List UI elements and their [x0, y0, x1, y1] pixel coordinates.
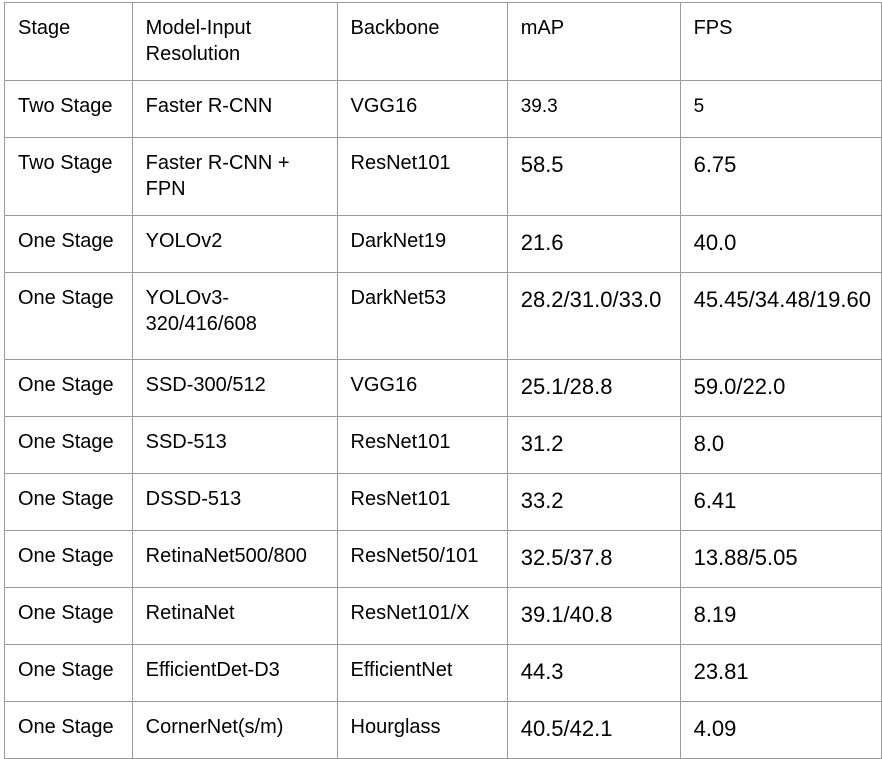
cell-stage: One Stage — [4, 530, 133, 588]
cell-fps: 59.0/22.0 — [679, 359, 882, 417]
table-row: One Stage RetinaNet500/800 ResNet50/101 … — [4, 530, 882, 588]
comparison-table-container: Stage Model-Input Resolution Backbone mA… — [4, 2, 882, 759]
cell-fps: 8.0 — [679, 416, 882, 474]
cell-fps: 6.41 — [679, 473, 882, 531]
table-row: One Stage DSSD-513 ResNet101 33.2 6.41 — [4, 473, 882, 531]
cell-backbone: ResNet101 — [336, 137, 508, 216]
header-map: mAP — [506, 2, 681, 81]
cell-backbone: ResNet50/101 — [336, 530, 508, 588]
cell-map: 39.3 — [506, 80, 681, 138]
cell-backbone: DarkNet19 — [336, 215, 508, 273]
table-row: One Stage SSD-300/512 VGG16 25.1/28.8 59… — [4, 359, 882, 417]
cell-stage: One Stage — [4, 701, 133, 759]
cell-fps: 5 — [679, 80, 882, 138]
header-stage: Stage — [4, 2, 133, 81]
cell-stage: One Stage — [4, 644, 133, 702]
cell-model: RetinaNet500/800 — [131, 530, 338, 588]
header-fps: FPS — [679, 2, 882, 81]
cell-fps: 40.0 — [679, 215, 882, 273]
cell-fps: 6.75 — [679, 137, 882, 216]
cell-fps: 23.81 — [679, 644, 882, 702]
cell-map: 44.3 — [506, 644, 681, 702]
cell-stage: Two Stage — [4, 80, 133, 138]
cell-model: EfficientDet-D3 — [131, 644, 338, 702]
cell-stage: One Stage — [4, 272, 133, 360]
cell-model: Faster R-CNN + FPN — [131, 137, 338, 216]
cell-backbone: EfficientNet — [336, 644, 508, 702]
cell-stage: One Stage — [4, 587, 133, 645]
cell-fps: 8.19 — [679, 587, 882, 645]
header-backbone: Backbone — [336, 2, 508, 81]
cell-stage: Two Stage — [4, 137, 133, 216]
cell-map: 31.2 — [506, 416, 681, 474]
cell-backbone: ResNet101 — [336, 473, 508, 531]
cell-stage: One Stage — [4, 473, 133, 531]
cell-fps: 4.09 — [679, 701, 882, 759]
cell-backbone: ResNet101/X — [336, 587, 508, 645]
cell-model: SSD-513 — [131, 416, 338, 474]
cell-map: 39.1/40.8 — [506, 587, 681, 645]
cell-map: 40.5/42.1 — [506, 701, 681, 759]
cell-map: 32.5/37.8 — [506, 530, 681, 588]
table-row: One Stage CornerNet(s/m) Hourglass 40.5/… — [4, 701, 882, 759]
cell-stage: One Stage — [4, 416, 133, 474]
cell-map: 33.2 — [506, 473, 681, 531]
cell-model: CornerNet(s/m) — [131, 701, 338, 759]
cell-backbone: VGG16 — [336, 359, 508, 417]
table-row: Two Stage Faster R-CNN VGG16 39.3 5 — [4, 80, 882, 138]
cell-fps: 13.88/5.05 — [679, 530, 882, 588]
table-row: One Stage RetinaNet ResNet101/X 39.1/40.… — [4, 587, 882, 645]
header-model-input-resolution: Model-Input Resolution — [131, 2, 338, 81]
cell-model: RetinaNet — [131, 587, 338, 645]
cell-model: SSD-300/512 — [131, 359, 338, 417]
table-header-row: Stage Model-Input Resolution Backbone mA… — [4, 2, 882, 81]
table-row: One Stage YOLOv2 DarkNet19 21.6 40.0 — [4, 215, 882, 273]
cell-stage: One Stage — [4, 215, 133, 273]
table-row: One Stage YOLOv3-320/416/608 DarkNet53 2… — [4, 272, 882, 360]
cell-backbone: ResNet101 — [336, 416, 508, 474]
detector-comparison-table: Stage Model-Input Resolution Backbone mA… — [4, 2, 882, 759]
table-row: One Stage SSD-513 ResNet101 31.2 8.0 — [4, 416, 882, 474]
cell-stage: One Stage — [4, 359, 133, 417]
cell-model: YOLOv2 — [131, 215, 338, 273]
cell-map: 28.2/31.0/33.0 — [506, 272, 681, 360]
cell-backbone: VGG16 — [336, 80, 508, 138]
cell-model: YOLOv3-320/416/608 — [131, 272, 338, 360]
cell-model: Faster R-CNN — [131, 80, 338, 138]
cell-map: 21.6 — [506, 215, 681, 273]
cell-backbone: Hourglass — [336, 701, 508, 759]
cell-fps: 45.45/34.48/19.60 — [679, 272, 882, 360]
table-row: Two Stage Faster R-CNN + FPN ResNet101 5… — [4, 137, 882, 216]
cell-map: 58.5 — [506, 137, 681, 216]
table-row: One Stage EfficientDet-D3 EfficientNet 4… — [4, 644, 882, 702]
cell-map: 25.1/28.8 — [506, 359, 681, 417]
cell-model: DSSD-513 — [131, 473, 338, 531]
cell-backbone: DarkNet53 — [336, 272, 508, 360]
